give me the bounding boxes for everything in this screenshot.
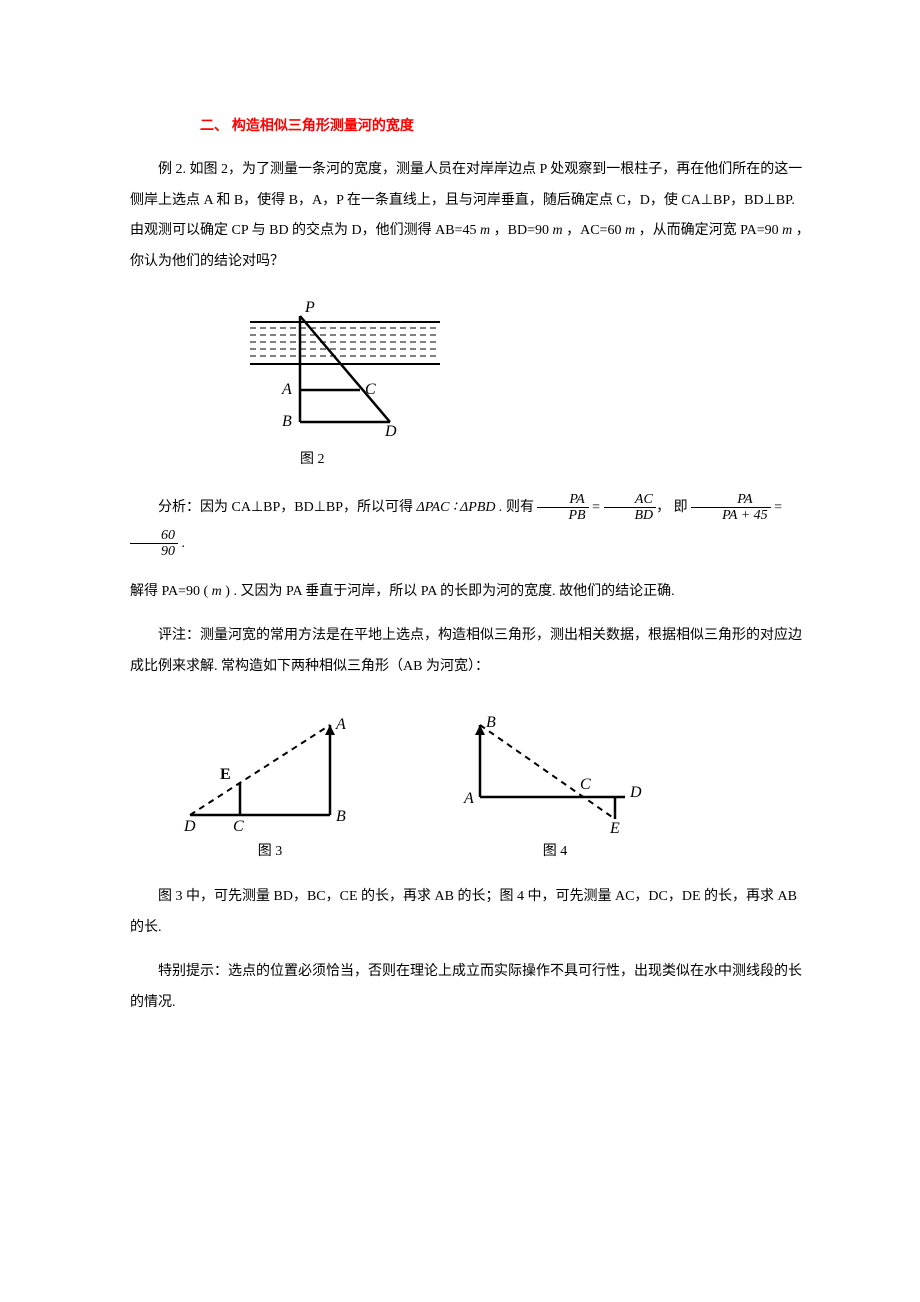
analysis-label: 分析： (158, 500, 200, 515)
example-text-c: ，AC=60 (566, 223, 621, 238)
fig4-label-d: D (629, 784, 642, 801)
analysis-line2-b: ) . 又因为 PA 垂直于河岸，所以 PA 的长即为河的宽度. 故他们的结论正… (225, 584, 674, 599)
figure-4-svg: B A C D E (450, 707, 660, 837)
figure-3-caption: 图 3 (258, 837, 283, 868)
analysis-text-b: 则有 (502, 500, 537, 515)
fig3-label-b: B (336, 808, 346, 825)
fraction-2: ACBD (604, 492, 657, 524)
unit-m-1: m (477, 223, 494, 238)
tip-text: 选点的位置必须恰当，否则在理论上成立而实际操作不具可行性，出现类似在水中测线段的… (130, 964, 802, 1010)
after-figures-paragraph: 图 3 中，可先测量 BD，BC，CE 的长，再求 AB 的长；图 4 中，可先… (130, 882, 810, 944)
frac2-num: AC (604, 492, 657, 508)
tip-label: 特别提示： (158, 964, 228, 979)
comment-paragraph: 评注：测量河宽的常用方法是在平地上选点，构造相似三角形，测出相关数据，根据相似三… (130, 621, 810, 683)
fig3-label-d: D (183, 818, 196, 835)
unit-m-2: m (549, 223, 566, 238)
fig4-label-e: E (609, 820, 620, 837)
eq-1: = (589, 500, 604, 515)
figure-2-svg: P A C B D (230, 294, 450, 439)
unit-m-5: m (208, 584, 225, 599)
unit-m-3: m (621, 223, 638, 238)
frac3-num: PA (691, 492, 771, 508)
fig2-label-c: C (365, 381, 376, 398)
analysis-text-a: 因为 CA⊥BP，BD⊥BP，所以可得 (200, 500, 417, 515)
frac4-num: 60 (130, 528, 178, 544)
fig2-label-d: D (384, 423, 397, 439)
example-text-b: ，BD=90 (494, 223, 549, 238)
frac1-den: PB (537, 508, 588, 523)
fig2-label-b: B (282, 413, 292, 430)
document-page: 二、 构造相似三角形测量河的宽度 例 2. 如图 2，为了测量一条河的宽度，测量… (0, 0, 920, 1093)
fig2-label-a: A (281, 381, 292, 398)
example-label: 例 2. (158, 162, 186, 177)
analysis-paragraph-2: 解得 PA=90 ( m ) . 又因为 PA 垂直于河岸，所以 PA 的长即为… (130, 577, 810, 608)
figure-4-caption: 图 4 (543, 837, 568, 868)
unit-m-4: m (779, 223, 796, 238)
analysis-paragraph-1: 分析：因为 CA⊥BP，BD⊥BP，所以可得 ΔPAC ∶ ΔPBD . 则有 … (130, 490, 810, 563)
analysis-line2-a: 解得 PA=90 ( (130, 584, 208, 599)
analysis-period: . (178, 536, 185, 551)
section-heading: 二、 构造相似三角形测量河的宽度 (200, 110, 810, 141)
example-text-d: ，从而确定河宽 PA=90 (639, 223, 779, 238)
fraction-4: 6090 (130, 528, 178, 560)
fig3-label-a: A (335, 716, 346, 733)
fig3-label-e: E (220, 766, 231, 783)
frac4-den: 90 (130, 544, 178, 559)
figure-3-svg: A B C D E (170, 707, 370, 837)
frac1-num: PA (537, 492, 588, 508)
figure-2-caption: 图 2 (300, 445, 810, 476)
frac3-den: PA + 45 (691, 508, 771, 523)
comment-label: 评注： (158, 628, 200, 643)
fraction-3: PAPA + 45 (691, 492, 771, 524)
fig3-label-c: C (233, 818, 244, 835)
example-paragraph: 例 2. 如图 2，为了测量一条河的宽度，测量人员在对岸岸边点 P 处观察到一根… (130, 155, 810, 278)
comment-text: 测量河宽的常用方法是在平地上选点，构造相似三角形，测出相关数据，根据相似三角形的… (130, 628, 802, 674)
analysis-math-a: ΔPAC ∶ ΔPBD . (417, 500, 503, 515)
fraction-1: PAPB (537, 492, 588, 524)
fig4-label-c: C (580, 776, 591, 793)
figure-2: P A C B D (230, 294, 810, 439)
figure-3-col: A B C D E 图 3 (170, 707, 370, 868)
figure-4-col: B A C D E 图 4 (450, 707, 660, 868)
figure-row: A B C D E 图 3 B A C D E 图 4 (170, 707, 810, 868)
fig4-label-b: B (486, 714, 496, 731)
eq-2: = (771, 500, 782, 515)
analysis-text-c: ， 即 (656, 500, 691, 515)
fig2-label-p: P (304, 299, 315, 316)
tip-paragraph: 特别提示：选点的位置必须恰当，否则在理论上成立而实际操作不具可行性，出现类似在水… (130, 957, 810, 1019)
fig4-label-a: A (463, 790, 474, 807)
frac2-den: BD (604, 508, 657, 523)
